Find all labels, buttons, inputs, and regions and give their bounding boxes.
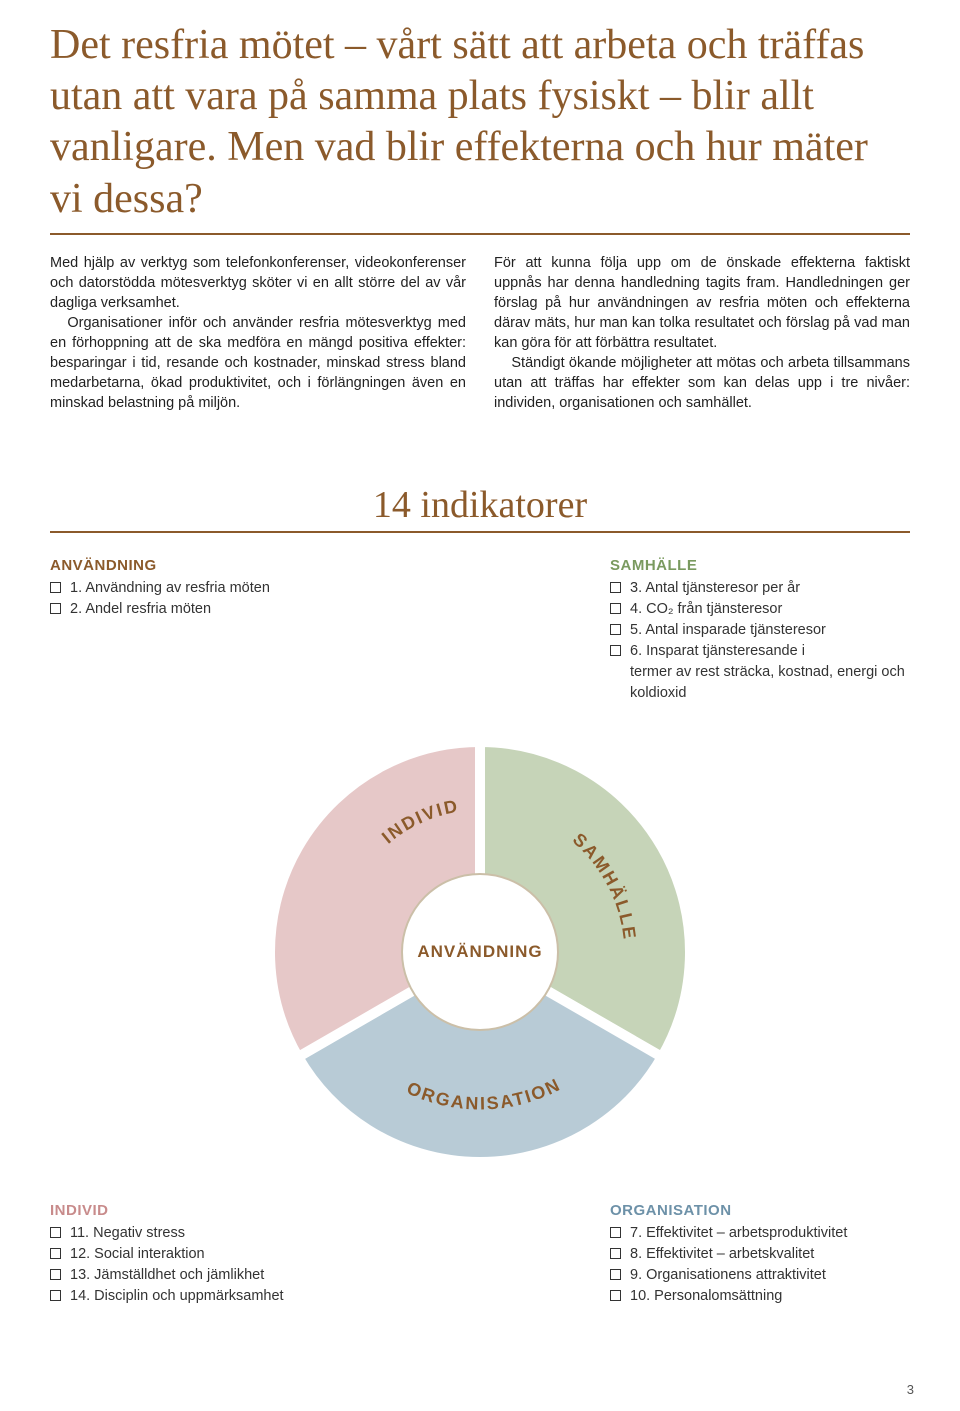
headline-rule: [50, 233, 910, 235]
checkbox-icon: [50, 603, 61, 614]
category-samhalle: SAMHÄLLE 3. Antal tjänsteresor per år 4.…: [610, 557, 910, 704]
list-item: 5. Antal insparade tjänsteresor: [610, 620, 910, 641]
category-row-top: ANVÄNDNING 1. Användning av resfria möte…: [50, 557, 910, 704]
list-item: 6. Insparat tjänsteresande i: [610, 641, 910, 662]
page-headline: Det resfria mötet – vårt sätt att arbeta…: [50, 20, 910, 225]
category-anvandning: ANVÄNDNING 1. Användning av resfria möte…: [50, 557, 570, 704]
list-item-label: 12. Social interaktion: [70, 1246, 205, 1262]
list-item: 9. Organisationens attraktivitet: [610, 1265, 910, 1286]
list-item-label: 3. Antal tjänsteresor per år: [630, 580, 800, 596]
list-item: 14. Disciplin och uppmärksamhet: [50, 1286, 570, 1307]
list-item: 10. Personalomsättning: [610, 1286, 910, 1307]
list-item: 3. Antal tjänsteresor per år: [610, 578, 910, 599]
list-item-label: 7. Effektivitet – arbetsproduktivitet: [630, 1225, 847, 1241]
list-item-label: 11. Negativ stress: [70, 1225, 185, 1241]
category-list-samhalle: 3. Antal tjänsteresor per år 4. CO₂ från…: [610, 578, 910, 704]
list-item-label: termer av rest sträcka, kostnad, energi …: [630, 664, 905, 701]
list-item: 12. Social interaktion: [50, 1244, 570, 1265]
intro-columns: Med hjälp av verktyg som telefonkonferen…: [50, 253, 910, 413]
list-item: 7. Effektivitet – arbetsproduktivitet: [610, 1223, 910, 1244]
checkbox-icon: [610, 1227, 621, 1238]
subheading-rule: [50, 531, 910, 533]
intro-right-p1: För att kunna följa upp om de önskade ef…: [494, 253, 910, 353]
checkbox-icon: [50, 1227, 61, 1238]
list-item-label: 6. Insparat tjänsteresande i: [630, 643, 805, 659]
subheading-indicators: 14 indikatorer: [50, 483, 910, 527]
intro-left-p1: Med hjälp av verktyg som telefonkonferen…: [50, 253, 466, 313]
list-item-label: 10. Personalomsättning: [630, 1288, 782, 1304]
intro-left-p2: Organisationer inför och använder resfri…: [50, 313, 466, 413]
checkbox-icon: [50, 1290, 61, 1301]
list-item-label: 2. Andel resfria möten: [70, 601, 211, 617]
list-item-label: 1. Användning av resfria möten: [70, 580, 270, 596]
checkbox-icon: [610, 1269, 621, 1280]
list-item-label: 5. Antal insparade tjänsteresor: [630, 622, 826, 638]
checkbox-icon: [610, 624, 621, 635]
list-item-wrap: termer av rest sträcka, kostnad, energi …: [610, 662, 910, 704]
category-list-anvandning: 1. Användning av resfria möten 2. Andel …: [50, 578, 570, 620]
list-item: 2. Andel resfria möten: [50, 599, 570, 620]
category-title-individ: INDIVID: [50, 1202, 570, 1219]
checkbox-icon: [50, 582, 61, 593]
list-item-label: 8. Effektivitet – arbetskvalitet: [630, 1246, 814, 1262]
list-item-label: 13. Jämställdhet och jämlikhet: [70, 1267, 264, 1283]
checkbox-icon: [610, 603, 621, 614]
category-row-bottom: INDIVID 11. Negativ stress 12. Social in…: [50, 1202, 910, 1307]
page-number: 3: [907, 1382, 914, 1397]
category-organisation: ORGANISATION 7. Effektivitet – arbetspro…: [610, 1202, 910, 1307]
pie-chart: INDIVID SAMHÄLLE ORGANISATION ANVÄNDNING: [260, 732, 700, 1172]
checkbox-icon: [610, 1290, 621, 1301]
checkbox-icon: [610, 1248, 621, 1259]
category-title-samhalle: SAMHÄLLE: [610, 557, 910, 574]
checkbox-icon: [50, 1269, 61, 1280]
pie-center-label: ANVÄNDNING: [417, 942, 542, 962]
category-title-anvandning: ANVÄNDNING: [50, 557, 570, 574]
checkbox-icon: [610, 582, 621, 593]
intro-col-left: Med hjälp av verktyg som telefonkonferen…: [50, 253, 466, 413]
category-list-individ: 11. Negativ stress 12. Social interaktio…: [50, 1223, 570, 1307]
list-item: 8. Effektivitet – arbetskvalitet: [610, 1244, 910, 1265]
list-item-label: 4. CO₂ från tjänsteresor: [630, 601, 782, 617]
category-title-organisation: ORGANISATION: [610, 1202, 910, 1219]
checkbox-icon: [50, 1248, 61, 1259]
list-item: 11. Negativ stress: [50, 1223, 570, 1244]
list-item: 4. CO₂ från tjänsteresor: [610, 599, 910, 620]
category-individ: INDIVID 11. Negativ stress 12. Social in…: [50, 1202, 570, 1307]
list-item-label: 9. Organisationens attraktivitet: [630, 1267, 826, 1283]
list-item: 1. Användning av resfria möten: [50, 578, 570, 599]
category-list-organisation: 7. Effektivitet – arbetsproduktivitet 8.…: [610, 1223, 910, 1307]
list-item-label: 14. Disciplin och uppmärksamhet: [70, 1288, 284, 1304]
intro-right-p2: Ständigt ökande möjligheter att mötas oc…: [494, 353, 910, 413]
list-item: 13. Jämställdhet och jämlikhet: [50, 1265, 570, 1286]
intro-col-right: För att kunna följa upp om de önskade ef…: [494, 253, 910, 413]
checkbox-icon: [610, 645, 621, 656]
